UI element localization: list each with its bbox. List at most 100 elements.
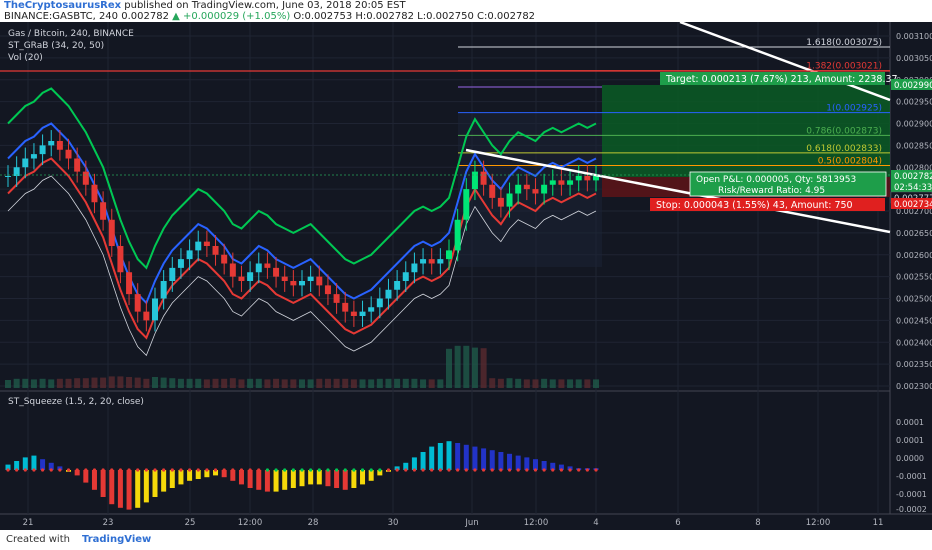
squeeze-bar xyxy=(316,470,322,485)
squeeze-bar xyxy=(256,470,262,490)
volume-bar xyxy=(290,379,297,388)
candle-body xyxy=(584,176,591,181)
candle-body xyxy=(117,246,124,273)
price-tick-label: 0.002600 xyxy=(896,251,932,260)
squeeze-bar xyxy=(83,470,89,483)
price-tick-label: 0.002450 xyxy=(896,316,932,325)
squeeze-dot xyxy=(516,468,520,472)
last-price-tag xyxy=(891,170,932,181)
squeeze-dot xyxy=(58,468,62,472)
candle-body xyxy=(523,184,530,190)
trendline-upper[interactable] xyxy=(679,22,891,102)
tradingview-logo[interactable]: TradingView xyxy=(82,534,152,545)
footer-bar: Created with TradingView xyxy=(0,530,932,550)
squeeze-dot xyxy=(577,468,581,472)
candle-body xyxy=(489,184,496,198)
candle-body xyxy=(541,184,548,194)
squeeze-dot xyxy=(507,468,512,472)
candle-body xyxy=(134,294,141,312)
candle-body xyxy=(13,167,20,176)
squeeze-dot xyxy=(248,468,252,472)
candle-body xyxy=(186,250,193,260)
squeeze-dot xyxy=(84,468,88,472)
fib-label: 0.5(0.002804) xyxy=(818,157,882,167)
candle-body xyxy=(359,311,366,316)
volume-bar xyxy=(281,379,288,388)
squeeze-dot xyxy=(326,468,330,472)
volume-bar xyxy=(402,378,409,388)
squeeze-dot xyxy=(231,468,235,472)
squeeze-dot xyxy=(369,468,373,472)
time-tick-label: 21 xyxy=(23,518,34,528)
volume-bar xyxy=(203,379,210,388)
candle-body xyxy=(532,189,539,194)
price-tick-label: 0.002350 xyxy=(896,360,932,369)
squeeze-bar xyxy=(247,470,253,488)
candle-body xyxy=(91,184,98,203)
candle-body xyxy=(290,281,297,286)
time-tick-label: 6 xyxy=(675,518,680,528)
candle-body xyxy=(515,184,522,194)
osc-tick-label: -0.0002 xyxy=(896,505,927,514)
volume-bar xyxy=(117,376,124,388)
squeeze-dot xyxy=(421,468,425,472)
volume-bar xyxy=(324,378,331,388)
squeeze-dot xyxy=(274,468,278,472)
squeeze-dot xyxy=(533,468,538,472)
squeeze-bar xyxy=(57,466,63,470)
squeeze-dot xyxy=(127,468,131,472)
volume-bar xyxy=(221,378,228,388)
fib-label: 1.618(0.003075) xyxy=(806,38,882,48)
squeeze-dot xyxy=(499,468,503,472)
squeeze-bar xyxy=(299,470,305,487)
change-text: ▲ +0.000029 (+1.05%) xyxy=(172,11,291,22)
volume-bar xyxy=(368,379,375,388)
candles xyxy=(5,130,599,332)
candle-body xyxy=(368,307,375,312)
squeeze-dot xyxy=(430,468,434,472)
squeeze-bar xyxy=(169,470,175,488)
candle-body xyxy=(446,250,452,260)
author-link[interactable]: TheCryptosaurusRex xyxy=(4,0,122,11)
candle-body xyxy=(333,294,340,303)
indicator-volume: Vol (20) xyxy=(8,53,43,63)
target-price-text: 0.002990 xyxy=(894,81,932,91)
squeeze-dot xyxy=(456,468,460,472)
candle-body xyxy=(22,158,29,168)
time-axis: 21 23 25 12:00 28 30 Jun 12:00 4 6 8 12:00 11 xyxy=(23,518,884,528)
created-with-text: Created with xyxy=(6,534,70,545)
squeeze-dot xyxy=(559,468,564,472)
volume-bar xyxy=(160,377,167,388)
fib-label: 0.618(0.002833) xyxy=(806,144,882,154)
squeeze-dot xyxy=(525,468,529,472)
candle-body xyxy=(152,298,158,321)
trendline-lower[interactable] xyxy=(465,148,891,234)
candle-body xyxy=(437,259,444,264)
squeeze-dot xyxy=(153,468,157,472)
squeeze-bar xyxy=(481,448,487,470)
volume-bar xyxy=(411,378,418,388)
squeeze-bar xyxy=(264,470,270,492)
candle-body xyxy=(463,189,470,220)
last-price-text: 0.002782 xyxy=(121,11,169,22)
price-tick-label: 0.002400 xyxy=(896,338,932,347)
squeeze-bar xyxy=(5,464,11,470)
volume-bar xyxy=(506,378,513,388)
osc-tick-label: 0.0001 xyxy=(896,436,924,445)
grab-lower-band xyxy=(7,157,597,340)
volume-bar xyxy=(532,379,539,388)
volume-bar xyxy=(273,378,280,388)
volume-bar xyxy=(299,379,305,388)
candle-body xyxy=(324,285,331,295)
volume-bar xyxy=(74,378,81,388)
squeeze-dot xyxy=(6,468,10,472)
squeeze-bar xyxy=(213,470,219,476)
squeeze-dot xyxy=(40,468,45,472)
squeeze-dot xyxy=(438,468,442,472)
volume-bar xyxy=(13,378,20,388)
squeeze-dot xyxy=(196,468,200,472)
target-label-bg xyxy=(660,72,885,85)
candle-body xyxy=(100,202,107,220)
squeeze-bar xyxy=(360,470,366,485)
chart-canvas[interactable]: 1.618(0.003075) 1.382(0.003021) 1(0.002925… xyxy=(0,22,932,530)
